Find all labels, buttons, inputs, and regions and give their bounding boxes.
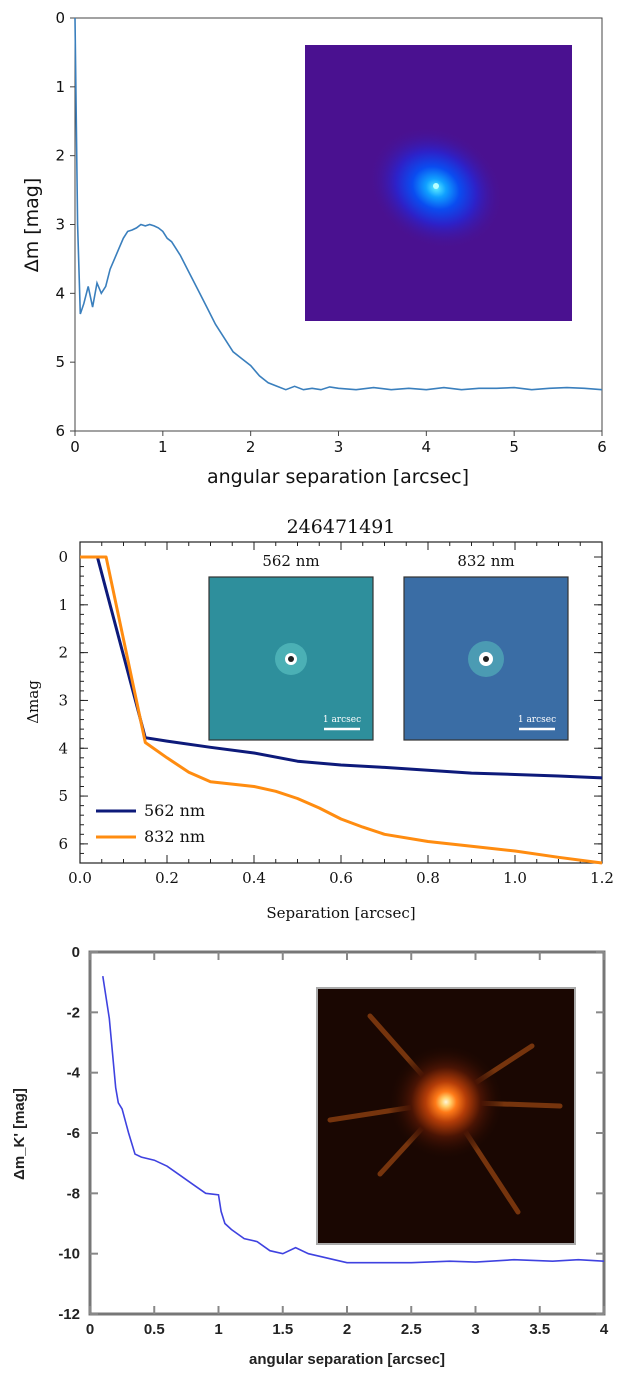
chart-3-y-axis-label: Δm_K' [mag] <box>11 1088 28 1180</box>
chart-3-x-tick-label: 1.5 <box>272 1321 293 1338</box>
chart-1-x-tick-label: 2 <box>246 438 256 456</box>
chart-1-x-tick-label: 4 <box>422 438 432 456</box>
chart-1-y-axis-label: Δm [mag] <box>21 178 43 273</box>
chart-2-y-tick-label: 5 <box>58 787 68 805</box>
chart-2-x-tick-label: 0.2 <box>155 869 179 887</box>
chart-1-x-axis-label: angular separation [arcsec] <box>207 466 469 488</box>
chart-3-series-line <box>102 975 605 1264</box>
chart-2-legend-label-832: 832 nm <box>144 827 205 846</box>
chart-2-x-tick-label: 0.0 <box>68 869 92 887</box>
chart-3-x-tick-label: 3 <box>471 1321 479 1338</box>
chart-2-series-line-832 <box>80 555 603 865</box>
chart-3-x-tick-label: 3.5 <box>529 1321 550 1338</box>
chart-2-x-axis-label: Separation [arcsec] <box>266 904 415 922</box>
chart-1-y-tick-label: 3 <box>55 216 65 234</box>
chart-2-inset-562: 562 nm 1 arcsec <box>208 552 374 741</box>
chart-2-x-tick-label: 1.0 <box>503 869 527 887</box>
chart-3-x-tick-label: 2.5 <box>401 1321 422 1338</box>
chart-2-y-tick-label: 2 <box>58 644 68 662</box>
chart-2-inset-832-title: 832 nm <box>457 552 514 570</box>
chart-1-y-tick-label: 0 <box>55 9 65 27</box>
chart-1-y-tick-label: 2 <box>55 147 65 165</box>
chart-2: 246471491 0.0 0.2 0.4 0.6 0.8 1.0 1.2 0 1 2 3 4 5 6 5… <box>24 516 614 922</box>
chart-2-title: 246471491 <box>287 516 396 538</box>
chart-2-y-axis-label: Δmag <box>24 680 42 724</box>
chart-2-y-tick-label: 3 <box>58 691 68 709</box>
chart-2-x-tick-label: 0.4 <box>242 869 266 887</box>
chart-3-inset-image <box>316 987 576 1245</box>
chart-1-x-tick-label: 6 <box>597 438 607 456</box>
chart-1-series-line <box>74 17 603 391</box>
chart-1-y-tick-label: 1 <box>55 78 65 96</box>
chart-3-y-tick-label: -2 <box>67 1004 80 1021</box>
chart-2-y-tick-label: 6 <box>58 835 68 853</box>
chart-3-x-tick-label: 2 <box>343 1321 351 1338</box>
chart-3-y-tick-label: 0 <box>72 944 80 961</box>
chart-2-inset-562-scale-label: 1 arcsec <box>323 715 361 725</box>
chart-1-x-tick-label: 0 <box>70 438 80 456</box>
chart-3-y-tick-label: -10 <box>58 1246 80 1263</box>
chart-1-y-tick-label: 5 <box>55 353 65 371</box>
chart-1-x-tick-label: 3 <box>334 438 344 456</box>
chart-3-y-tick-label: -12 <box>58 1306 80 1323</box>
chart-2-x-tick-label: 1.2 <box>590 869 614 887</box>
chart-1-x-tick-label: 5 <box>509 438 519 456</box>
chart-2-legend: 562 nm 832 nm <box>96 801 205 846</box>
chart-3-x-tick-label: 0 <box>86 1321 94 1338</box>
chart-3-x-axis-label: angular separation [arcsec] <box>249 1351 445 1368</box>
chart-2-y-tick-label: 1 <box>58 596 68 614</box>
chart-2-inset-832: 832 nm 1 arcsec <box>403 552 569 741</box>
chart-2-inset-562-title: 562 nm <box>262 552 319 570</box>
chart-2-series-line-562 <box>80 555 603 780</box>
chart-2-x-tick-label: 0.6 <box>329 869 353 887</box>
chart-1-x-tick-label: 1 <box>158 438 168 456</box>
chart-1-y-tick-label: 4 <box>55 284 65 302</box>
chart-3-y-tick-label: -6 <box>67 1125 80 1142</box>
chart-3-x-tick-label: 1 <box>214 1321 222 1338</box>
chart-2-y-tick-label: 4 <box>58 739 68 757</box>
chart-3-y-tick-label: -8 <box>67 1185 80 1202</box>
chart-3-x-tick-label: 4 <box>600 1321 609 1338</box>
chart-2-y-tick-label: 0 <box>58 548 68 566</box>
chart-2-legend-label-562: 562 nm <box>144 801 205 820</box>
chart-2-x-tick-label: 0.8 <box>416 869 440 887</box>
chart-3-x-tick-label: 0.5 <box>144 1321 165 1338</box>
chart-1-inset-image <box>305 45 572 321</box>
chart-3: 0 0.5 1 1.5 2 2.5 3 3.5 4 0 -2 -4 -6 -8 -10 -12 angular… <box>11 944 609 1368</box>
chart-2-inset-832-scale-label: 1 arcsec <box>518 715 556 725</box>
chart-1-y-tick-label: 6 <box>55 422 65 440</box>
chart-3-y-tick-label: -4 <box>67 1065 81 1082</box>
